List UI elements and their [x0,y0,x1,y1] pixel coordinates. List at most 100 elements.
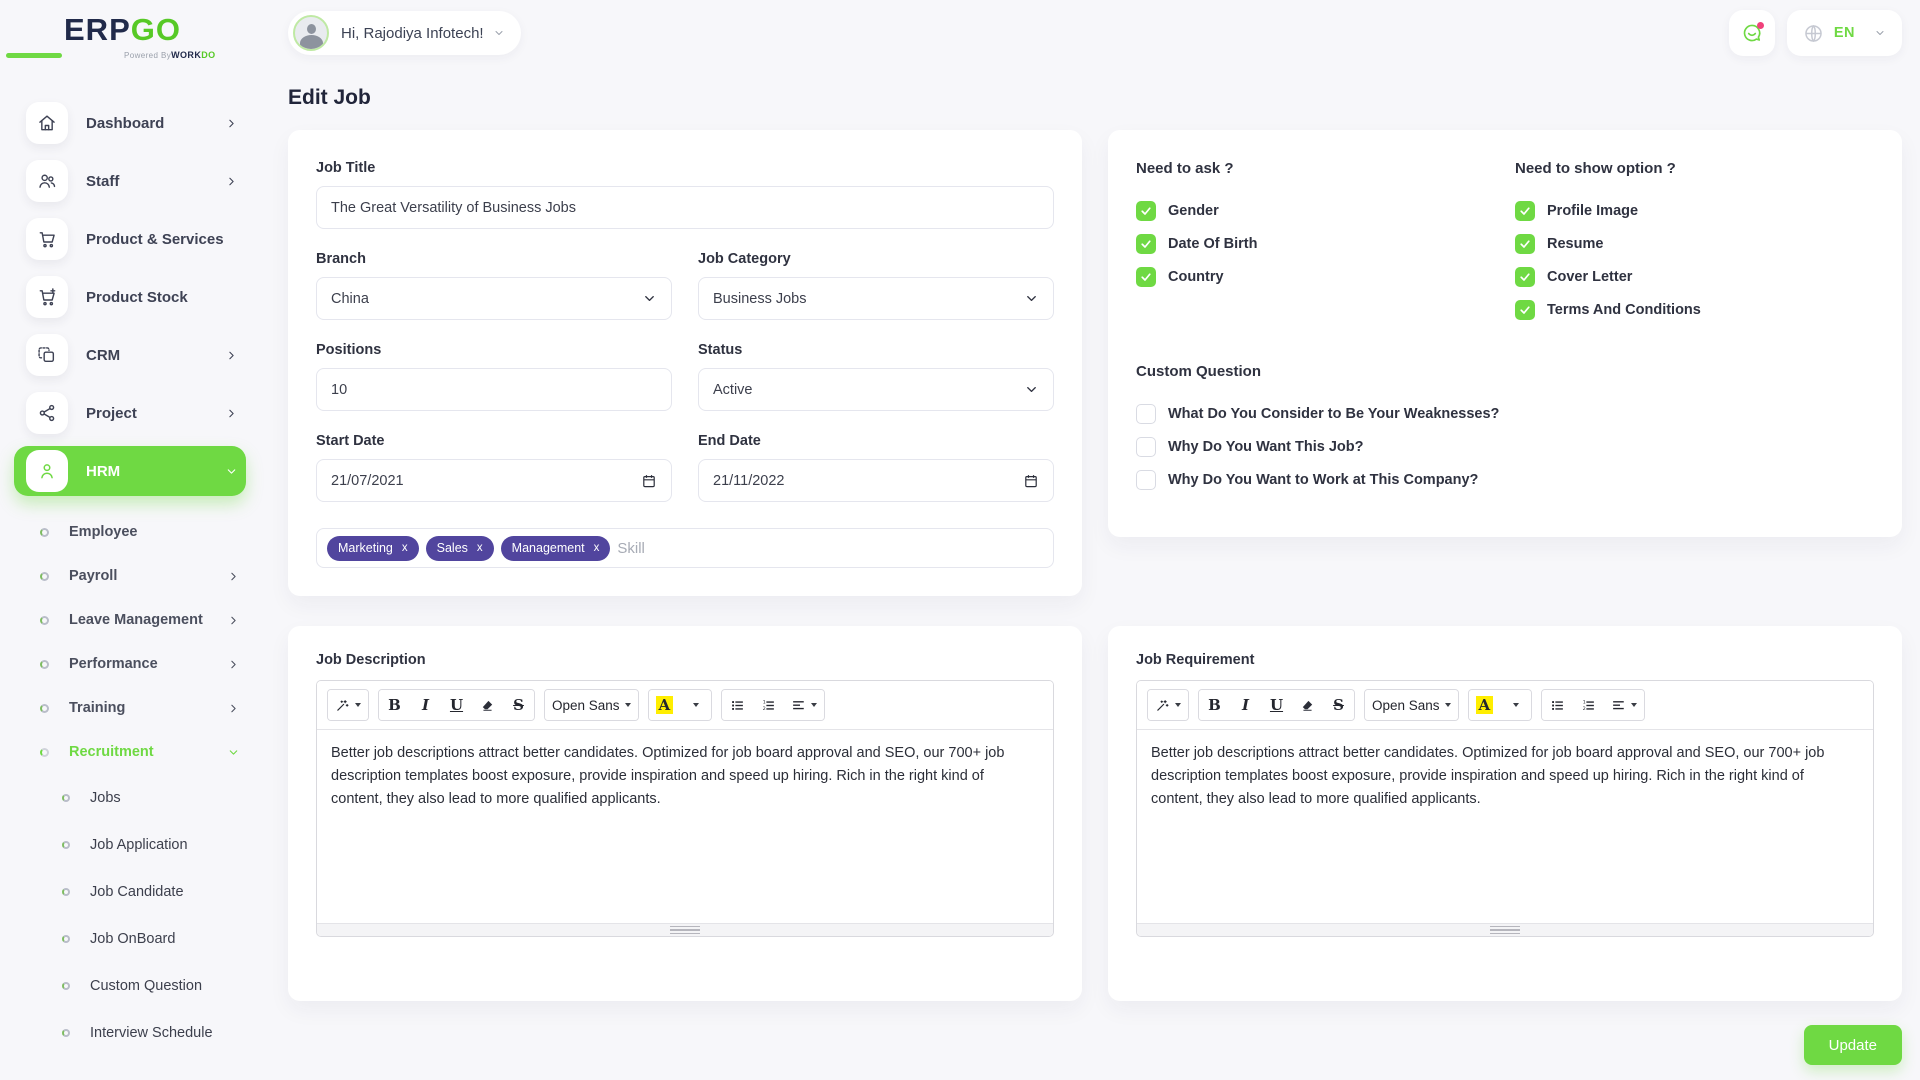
font-color-dropdown[interactable] [680,690,712,720]
italic-button[interactable]: I [1230,690,1261,720]
bold-button[interactable]: B [1199,690,1230,720]
chevron-right-icon [225,175,238,188]
editor-resize-handle[interactable] [317,923,1053,936]
chevron-right-icon [227,702,240,715]
checkbox-custom-question-3[interactable] [1136,470,1156,490]
skill-input[interactable] [617,539,1043,557]
sidebar-item-job-application[interactable]: Job Application [62,821,240,868]
unordered-list-button[interactable] [1542,690,1574,720]
branch-select[interactable]: China [316,277,672,320]
calendar-icon[interactable] [1023,473,1039,489]
strikethrough-button[interactable]: S [503,690,534,720]
cart-plus-icon [26,276,68,318]
skill-tag: Management x [500,535,611,561]
chevron-right-icon [225,117,238,130]
job-requirement-editor: B I U S Open Sans A [1136,680,1874,937]
job-requirement-text[interactable]: Better job descriptions attract better c… [1151,745,1825,808]
sidebar-item-payroll[interactable]: Payroll [40,554,240,598]
sidebar-item-employee[interactable]: Employee [40,510,240,554]
brand-logo[interactable]: ERPGO Powered By WORKDO [0,14,264,60]
user-greeting: Hi, Rajodiya Infotech! [341,24,484,42]
user-menu[interactable]: Hi, Rajodiya Infotech! [288,11,521,55]
clear-format-button[interactable] [472,690,503,720]
ordered-list-button[interactable] [753,690,785,720]
checkbox-gender[interactable] [1136,201,1156,221]
checkbox-resume[interactable] [1515,234,1535,254]
brand-go: GO [130,12,181,47]
italic-button[interactable]: I [410,690,441,720]
status-select[interactable]: Active [698,368,1054,411]
bold-button[interactable]: B [379,690,410,720]
sidebar-item-training[interactable]: Training [40,686,240,730]
font-color-button[interactable]: A [1468,690,1501,720]
font-color-dropdown[interactable] [1500,690,1532,720]
sidebar-item-interview-schedule[interactable]: Interview Schedule [62,1009,240,1056]
font-color-button[interactable]: A [648,690,681,720]
paragraph-align-dropdown[interactable] [784,690,825,720]
end-date-input[interactable]: 21/11/2022 [698,459,1054,502]
logo-underline [6,52,62,58]
unordered-list-button[interactable] [722,690,754,720]
start-date-input[interactable]: 21/07/2021 [316,459,672,502]
strikethrough-button[interactable]: S [1323,690,1354,720]
skill-tag: Marketing x [327,535,419,561]
calendar-icon[interactable] [641,473,657,489]
job-category-select[interactable]: Business Jobs [698,277,1054,320]
sidebar-item-product-services[interactable]: Product & Services [14,214,246,264]
job-description-text[interactable]: Better job descriptions attract better c… [331,745,1005,808]
powered-by-label: Powered By [124,50,172,60]
style-magic-button[interactable] [1148,690,1188,720]
job-title-label: Job Title [316,160,376,176]
sidebar-item-job-candidate[interactable]: Job Candidate [62,868,240,915]
sidebar-item-dashboard[interactable]: Dashboard [14,98,246,148]
branch-label: Branch [316,251,366,267]
underline-button[interactable]: U [1261,690,1292,720]
sidebar-item-project[interactable]: Project [14,388,246,438]
avatar [293,15,329,51]
chevron-right-icon [227,658,240,671]
person-icon [26,450,68,492]
remove-tag-button[interactable]: x [401,542,408,554]
sidebar-item-hrm[interactable]: HRM [14,446,246,496]
share-icon [26,392,68,434]
bullet-icon [62,840,70,849]
grip-icon [670,925,700,935]
sidebar-item-staff[interactable]: Staff [14,156,246,206]
messenger-button[interactable] [1728,10,1775,56]
font-family-dropdown[interactable]: Open Sans [545,690,638,720]
remove-tag-button[interactable]: x [476,542,483,554]
sidebar-item-leave-management[interactable]: Leave Management [40,598,240,642]
checkbox-country[interactable] [1136,267,1156,287]
sidebar-item-custom-question[interactable]: Custom Question [62,962,240,1009]
checkbox-cover-letter[interactable] [1515,267,1535,287]
clear-format-button[interactable] [1292,690,1323,720]
underline-button[interactable]: U [441,690,472,720]
checkbox-custom-question-1[interactable] [1136,404,1156,424]
sidebar-item-product-stock[interactable]: Product Stock [14,272,246,322]
checkbox-date-of-birth[interactable] [1136,234,1156,254]
style-magic-button[interactable] [328,690,368,720]
language-selector[interactable]: EN [1786,10,1902,56]
positions-input[interactable] [316,368,672,411]
need-to-show-title: Need to show option ? [1515,160,1676,177]
checkbox-profile-image[interactable] [1515,201,1535,221]
update-button[interactable]: Update [1803,1025,1902,1065]
checkbox-custom-question-2[interactable] [1136,437,1156,457]
sidebar-item-jobs[interactable]: Jobs [62,774,240,821]
checkbox-terms-and-conditions[interactable] [1515,300,1535,320]
sidebar-item-crm[interactable]: CRM [14,330,246,380]
ordered-list-button[interactable] [1573,690,1605,720]
cart-icon [26,218,68,260]
sidebar-item-recruitment[interactable]: Recruitment [40,730,240,774]
font-family-dropdown[interactable]: Open Sans [1365,690,1458,720]
paragraph-align-dropdown[interactable] [1604,690,1645,720]
eraser-icon [482,699,493,711]
bullet-icon [40,615,49,625]
sidebar-item-performance[interactable]: Performance [40,642,240,686]
end-date-label: End Date [698,433,761,449]
language-code: EN [1833,25,1855,41]
remove-tag-button[interactable]: x [593,542,600,554]
editor-resize-handle[interactable] [1137,923,1873,936]
job-title-input[interactable] [316,186,1054,229]
sidebar-item-job-onboard[interactable]: Job OnBoard [62,915,240,962]
